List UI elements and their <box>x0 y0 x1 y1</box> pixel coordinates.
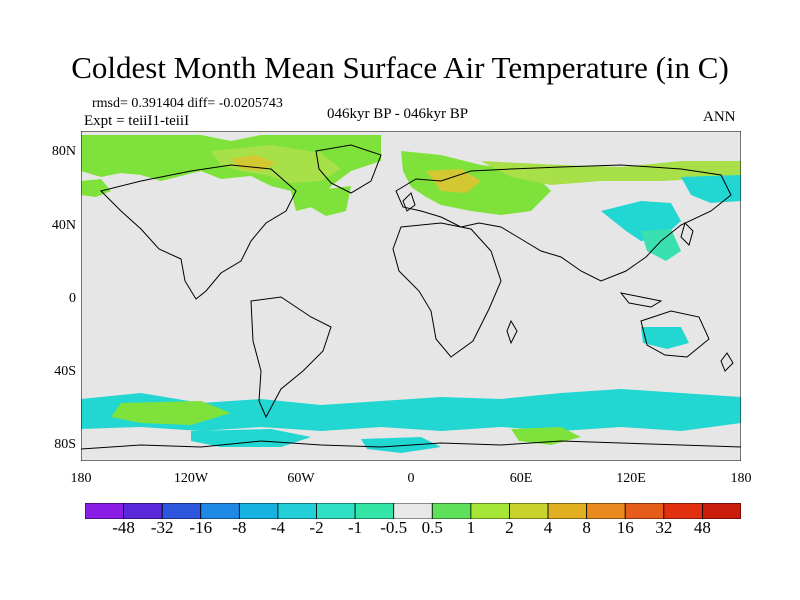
colorbar-label: -16 <box>189 518 213 537</box>
green-patch-alaska <box>81 179 111 197</box>
green-region-atlantic <box>309 186 351 216</box>
coast-madagascar <box>506 319 518 345</box>
map-panel <box>81 131 741 461</box>
colorbar-label: 0.5 <box>421 518 443 537</box>
colorbar-box <box>123 503 163 519</box>
coast-antarctica <box>81 440 741 450</box>
colorbar-box <box>200 503 240 519</box>
colorbar-box <box>85 503 124 519</box>
green-region-russia <box>481 161 741 185</box>
lat-label-0: 0 <box>69 291 76 306</box>
colorbar-box <box>354 503 395 519</box>
cyan-patch-australia <box>641 327 689 349</box>
colorbar-box <box>702 503 741 519</box>
colorbar-box <box>663 503 703 519</box>
colorbar-box <box>624 503 665 519</box>
colorbar-label: -32 <box>150 518 174 537</box>
colorbar-box <box>161 503 202 519</box>
cyan-region-siberia-east <box>681 175 741 203</box>
coast-uk <box>402 192 416 212</box>
colorbar-label: -0.5 <box>380 518 408 537</box>
coast-greenland <box>315 144 382 194</box>
stats-label: rmsd= 0.391404 diff= -0.0205743 <box>92 96 283 111</box>
lat-label-80s: 80S <box>54 437 76 452</box>
colorbar-label: 16 <box>616 518 634 537</box>
lon-label-60e: 60E <box>509 471 533 486</box>
colorbar-box <box>277 503 317 519</box>
colorbar-label: -2 <box>309 518 324 537</box>
colorbar-box <box>393 503 433 519</box>
colorbar-label: 48 <box>693 518 711 537</box>
lon-label-120e: 120E <box>616 471 646 486</box>
lon-label-60w: 60W <box>287 471 315 486</box>
map-title: Coldest Month Mean Surface Air Temperatu… <box>71 50 729 85</box>
colorbar-label: -8 <box>232 518 247 537</box>
colorbar-box <box>509 503 549 519</box>
coastlines <box>81 144 741 450</box>
colorbar-box <box>586 503 626 519</box>
coast-eurasia <box>395 164 732 282</box>
lon-label-120w: 120W <box>173 471 209 486</box>
lon-label-180w: 180 <box>70 471 92 486</box>
coast-indonesia <box>619 292 663 308</box>
lon-label-0: 0 <box>407 471 415 486</box>
colorbar-box <box>238 503 279 519</box>
green-patch-antarctic <box>511 427 581 445</box>
coast-africa <box>392 222 502 358</box>
colorbar <box>85 503 741 519</box>
colorbar-label: 8 <box>582 518 591 537</box>
coast-south-america <box>250 296 332 419</box>
coast-north-america <box>100 164 297 300</box>
season-label: ANN <box>703 109 736 125</box>
yellow-patch-canada <box>231 155 276 171</box>
lat-label-40s: 40S <box>54 364 76 379</box>
colorbar-label: 32 <box>655 518 673 537</box>
lat-label-80n: 80N <box>51 144 76 159</box>
coast-japan <box>680 222 694 246</box>
colorbar-label: 2 <box>505 518 514 537</box>
lon-label-180e: 180 <box>730 471 752 486</box>
colorbar-label: -1 <box>348 518 363 537</box>
colorbar-box <box>470 503 510 519</box>
colorbar-box <box>547 503 588 519</box>
colorbar-box <box>316 503 356 519</box>
green-band-south-pacific <box>111 401 231 425</box>
experiment-label: Expt = teiiI1-teiiI <box>84 113 190 129</box>
colorbar-label: -4 <box>270 518 286 537</box>
colorbar-label: -48 <box>112 518 135 537</box>
coast-australia <box>640 310 710 358</box>
coast-new-zealand <box>720 352 734 372</box>
lat-label-40n: 40N <box>51 218 76 233</box>
colorbar-label: 1 <box>466 518 476 537</box>
anomaly-regions-north <box>81 135 741 261</box>
yellow-patch-europe <box>426 169 481 193</box>
cyan-band-southern-ocean <box>81 389 741 431</box>
colorbar-label: 4 <box>543 518 553 537</box>
period-label: 046kyr BP - 046kyr BP <box>327 106 469 122</box>
cyan-patch-south-atlantic <box>361 437 441 453</box>
green-region-canada <box>211 145 341 183</box>
teal-patch-china <box>641 229 681 261</box>
colorbar-box <box>431 503 472 519</box>
